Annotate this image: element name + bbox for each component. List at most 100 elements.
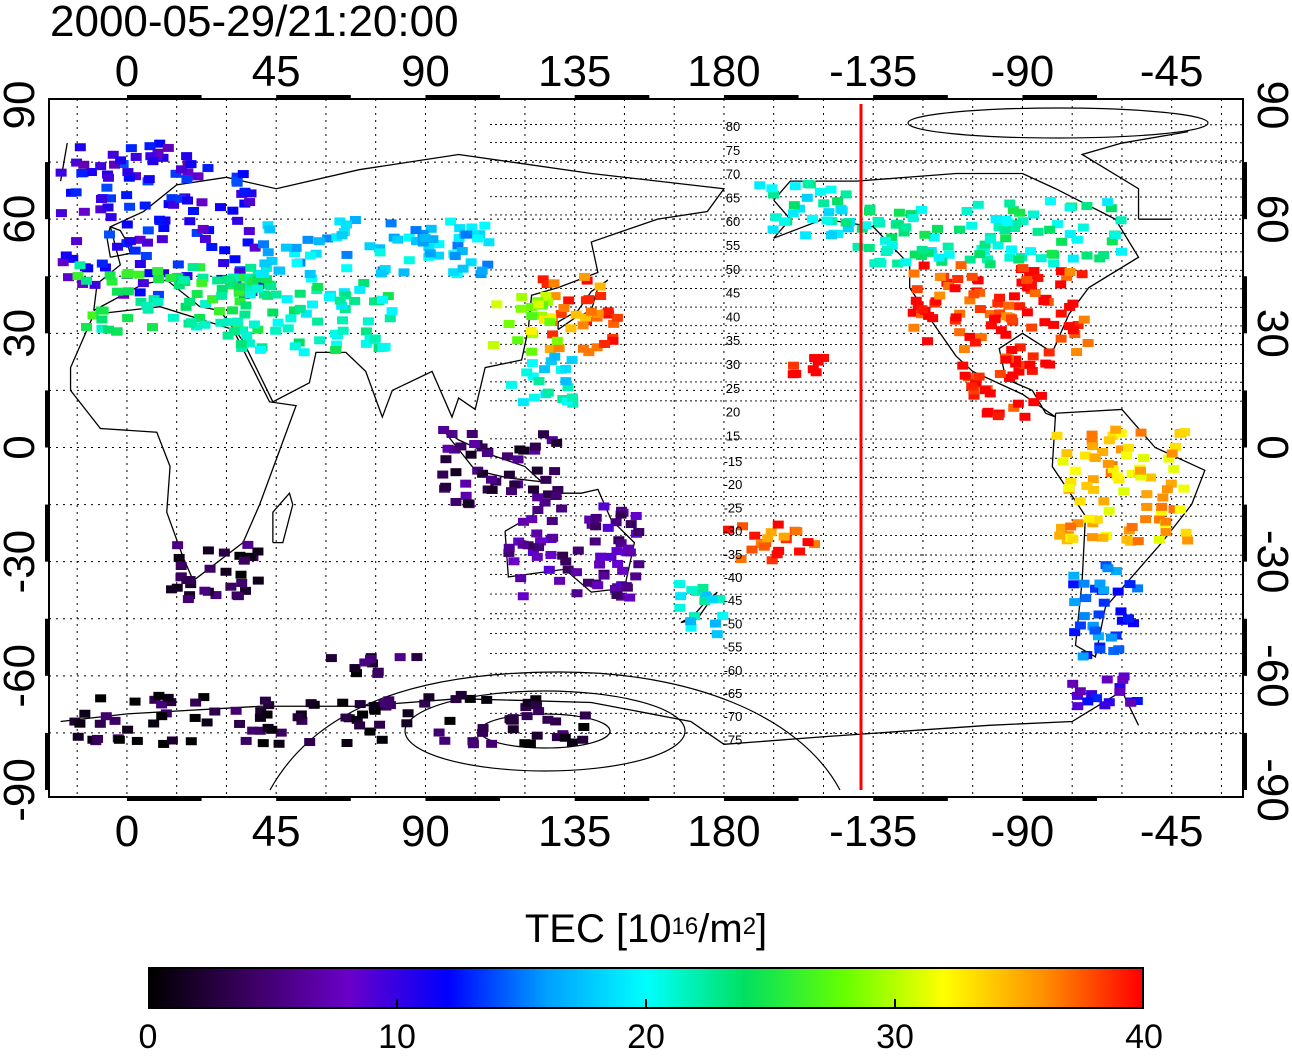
- tec-point: [488, 341, 500, 350]
- tec-point: [549, 467, 561, 476]
- tec-point: [989, 314, 1001, 323]
- tec-point: [302, 235, 314, 244]
- contour-label: 25: [726, 381, 740, 396]
- tec-point: [507, 725, 519, 734]
- tec-point: [1078, 579, 1090, 588]
- tec-point: [172, 541, 184, 550]
- tec-point: [171, 272, 183, 281]
- tec-point: [825, 185, 837, 194]
- tec-point: [518, 446, 530, 455]
- tec-point: [95, 694, 107, 703]
- tec-point: [189, 713, 201, 722]
- tec-point: [1160, 517, 1172, 526]
- antarctica-outline: [60, 690, 1140, 745]
- tec-point: [402, 709, 414, 718]
- tec-point: [465, 450, 477, 459]
- tec-point: [304, 251, 316, 260]
- tec-point: [880, 247, 892, 256]
- tec-point: [115, 156, 127, 165]
- tec-point: [220, 567, 232, 576]
- lon-label-top: -135: [829, 47, 917, 96]
- tec-point: [417, 238, 429, 247]
- tec-point: [1110, 425, 1122, 434]
- tec-point: [611, 313, 623, 322]
- tec-point: [272, 318, 284, 327]
- tec-point: [674, 580, 686, 589]
- tec-point: [934, 291, 946, 300]
- tec-point: [633, 528, 645, 537]
- tec-point: [248, 320, 260, 329]
- tec-point: [840, 218, 852, 227]
- tec-point: [1055, 267, 1067, 276]
- tec-point: [706, 595, 718, 604]
- tec-point: [351, 715, 363, 724]
- tec-point: [354, 285, 366, 294]
- tec-point: [1028, 267, 1040, 276]
- tec-point: [984, 235, 996, 244]
- tec-point: [145, 152, 157, 161]
- tec-point: [1064, 203, 1076, 212]
- tec-point: [477, 724, 489, 733]
- tec-point: [1038, 297, 1050, 306]
- tec-point: [141, 238, 153, 247]
- tec-point: [376, 735, 388, 744]
- tec-point: [723, 525, 735, 534]
- tec-point: [455, 442, 467, 451]
- tec-point: [1163, 454, 1175, 463]
- tec-point: [547, 533, 559, 542]
- tec-point: [1048, 320, 1060, 329]
- tec-point: [202, 164, 214, 173]
- tec-point: [594, 282, 606, 291]
- contour-label: -20: [724, 477, 743, 492]
- tec-point: [433, 240, 445, 249]
- tec-point: [528, 393, 540, 402]
- tec-point: [1071, 348, 1083, 357]
- tec-point: [238, 556, 250, 565]
- tec-point: [1153, 515, 1165, 524]
- tec-point: [512, 455, 524, 464]
- contour-label: -35: [724, 547, 743, 562]
- tec-point: [842, 224, 854, 233]
- tec-point: [1024, 271, 1036, 280]
- lat-label-right: 90: [1248, 81, 1292, 130]
- tec-point: [517, 540, 529, 549]
- tec-point: [359, 658, 371, 667]
- tec-point: [979, 240, 991, 249]
- tec-point: [172, 260, 184, 269]
- tec-point: [554, 576, 566, 585]
- tec-point: [96, 315, 108, 324]
- tec-point: [1098, 586, 1110, 595]
- axis-bar: [1242, 390, 1247, 448]
- tec-point: [972, 276, 984, 285]
- lat-label-left: -30: [0, 530, 44, 594]
- tec-point: [340, 713, 352, 722]
- tec-point: [231, 317, 243, 326]
- tec-point: [209, 707, 221, 716]
- tec-point: [245, 263, 257, 272]
- tec-point: [560, 364, 572, 373]
- tec-point: [466, 223, 478, 232]
- tec-point: [122, 168, 134, 177]
- contour-label: -30: [724, 524, 743, 539]
- tec-point: [1004, 253, 1016, 262]
- tec-point: [312, 317, 324, 326]
- tec-point: [765, 528, 777, 537]
- tec-point: [236, 578, 248, 587]
- tec-point: [1005, 245, 1017, 254]
- tec-point: [140, 252, 152, 261]
- tec-point: [801, 193, 813, 202]
- tec-point: [148, 719, 160, 728]
- tec-point: [1132, 537, 1144, 546]
- tec-point: [477, 469, 489, 478]
- tec-point: [529, 446, 541, 455]
- tec-point: [685, 623, 697, 632]
- tec-point: [233, 282, 245, 291]
- tec-point: [143, 175, 155, 184]
- tec-map: 80 75 70 65 60 55 50 45 40 35 30 25 20 15 -15 -20 -25 -30…: [0, 47, 1292, 856]
- tec-point: [187, 263, 199, 272]
- tec-point: [266, 256, 278, 265]
- tec-point: [1094, 579, 1106, 588]
- tec-point: [401, 719, 413, 728]
- axis-bar: [1242, 276, 1247, 334]
- tec-point: [539, 498, 551, 507]
